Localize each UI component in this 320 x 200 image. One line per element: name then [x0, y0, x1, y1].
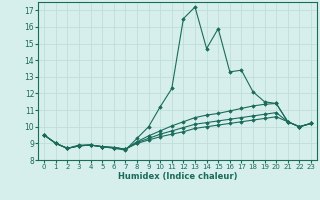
X-axis label: Humidex (Indice chaleur): Humidex (Indice chaleur) [118, 172, 237, 181]
